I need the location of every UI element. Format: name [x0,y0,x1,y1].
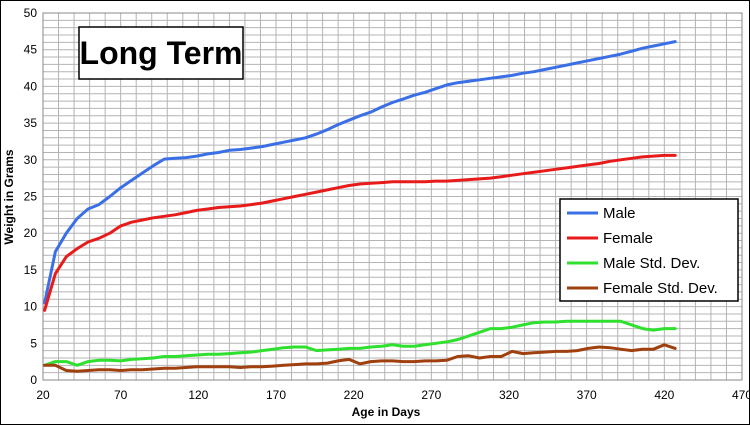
x-tick-label: 420 [654,388,674,402]
x-tick-label: 470 [732,388,750,402]
series-line-female [43,153,677,312]
series-layer [43,40,677,373]
x-tick-label: 220 [344,388,364,402]
y-tick-label: 0 [30,373,37,387]
y-axis: 0 5 10 15 20 25 30 35 40 45 50 [24,6,38,387]
legend-label-female-std-dev: Female Std. Dev. [603,280,718,297]
x-tick-label: 70 [114,388,128,402]
x-tick-label: 20 [36,388,50,402]
y-tick-label: 20 [24,226,38,240]
y-tick-label: 25 [24,190,38,204]
legend: Male Female Male Std. Dev. Female Std. Dev. [559,198,739,302]
legend-label-female: Female [603,230,653,247]
y-tick-label: 10 [24,300,38,314]
x-tick-label: 170 [266,388,286,402]
chart-title-box: Long Term [78,26,244,80]
x-axis: 20 70 120 170 220 270 320 370 420 470 [36,388,750,402]
y-tick-label: 15 [24,263,38,277]
legend-label-male: Male [603,205,636,222]
y-tick-label: 30 [24,153,38,167]
x-tick-label: 370 [577,388,597,402]
legend-label-male-std-dev: Male Std. Dev. [603,255,700,272]
y-tick-label: 50 [24,6,38,20]
x-tick-label: 120 [188,388,208,402]
x-tick-label: 270 [421,388,441,402]
series-line-male-std-dev [43,319,677,367]
plot-area [42,12,743,381]
series-line-female-std-dev [43,343,677,373]
y-tick-label: 45 [24,43,38,57]
x-tick-label: 320 [499,388,519,402]
x-axis-title: Age in Days [352,405,421,419]
y-tick-label: 40 [24,79,38,93]
chart-title: Long Term [80,35,243,71]
y-tick-label: 5 [30,336,37,350]
y-tick-label: 35 [24,116,38,130]
series-line-male [43,40,677,305]
y-axis-title: Weight in Grams [2,149,16,244]
